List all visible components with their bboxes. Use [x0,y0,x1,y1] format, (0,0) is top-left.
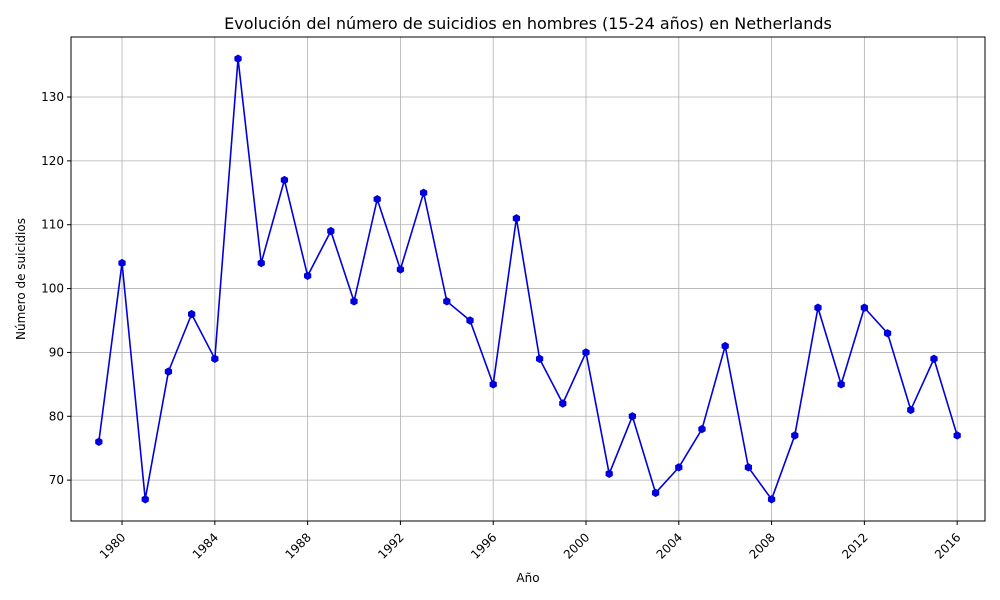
data-point [605,469,613,478]
data-point [698,424,706,434]
data-point [930,354,938,364]
x-tick-label: 1996 [468,530,499,561]
data-point [628,412,637,421]
data-point [814,303,822,312]
data-point [512,214,521,223]
y-axis-label: Número de suicidios [14,218,28,340]
data-point [280,175,289,185]
chart-title: Evolución del número de suicidios en hom… [224,14,832,33]
data-point [396,265,405,274]
data-point [95,437,103,447]
x-tick-label: 1992 [375,530,406,561]
x-tick-label: 2016 [932,530,963,561]
data-point [883,329,892,338]
data-point [559,399,567,408]
data-point [419,188,428,197]
data-point [767,495,776,504]
data-point [350,297,358,306]
data-point [860,303,869,312]
x-axis-label: Año [516,571,539,585]
y-tick-label: 130 [41,90,64,104]
data-point [651,488,660,498]
x-tick-label: 1984 [190,530,221,561]
data-point [721,341,729,351]
data-point [535,354,544,364]
y-tick-label: 80 [49,409,64,423]
y-tick-label: 70 [49,473,64,487]
data-point [187,309,196,319]
data-point [466,316,474,325]
x-tick-label: 2008 [746,530,777,561]
y-tick-label: 90 [49,345,64,359]
data-point [953,431,961,440]
data-point [234,54,242,63]
data-point [744,463,753,472]
series-group [95,54,961,504]
x-tick-label: 1988 [282,530,313,561]
series-line [98,58,958,501]
data-point [907,405,915,415]
data-point [118,258,126,268]
data-point [141,495,149,504]
data-point [675,463,683,472]
y-tick-label: 120 [41,154,64,168]
x-tick-label: 2004 [654,530,685,561]
x-tick-label: 2012 [839,530,870,561]
y-tick-label: 110 [41,218,64,232]
plot-frame [70,36,986,522]
data-point [164,367,173,376]
data-point [791,431,799,440]
data-point [303,271,312,281]
data-point [257,258,265,268]
data-point [211,354,219,364]
y-tick-label: 100 [41,282,64,296]
data-point [327,226,335,236]
data-point [373,194,381,204]
x-tick-label: 2000 [561,530,592,561]
data-point [489,380,497,389]
data-point [837,380,845,389]
data-point [443,297,451,306]
x-tick-label: 1980 [97,530,128,561]
grid [71,37,985,521]
data-point [582,348,590,357]
